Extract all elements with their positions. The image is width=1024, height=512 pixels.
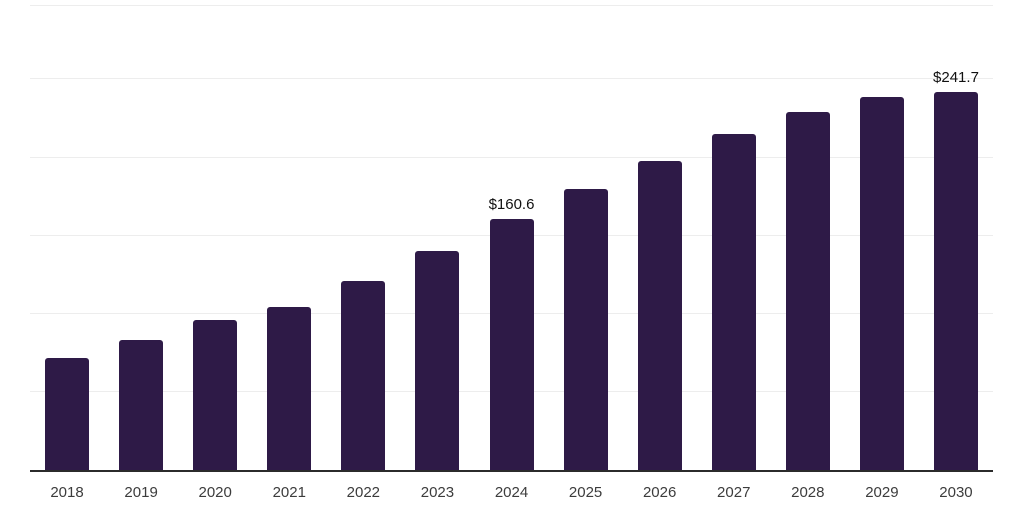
gridline-200: [30, 156, 993, 158]
x-tick-label-2029: 2029: [865, 484, 899, 501]
bar-2023: [415, 250, 460, 470]
x-tick-label-2022: 2022: [346, 484, 381, 501]
bar-slot-2029: [845, 6, 919, 470]
bar-slot-2027: [697, 6, 771, 470]
bar-2028: [785, 112, 830, 470]
bar-slot-2022: [326, 6, 400, 470]
bar-slot-2030: $241.7: [919, 6, 993, 470]
x-tick-label-2025: 2025: [568, 484, 603, 501]
bars-container: $160.6 $241.7: [30, 6, 993, 470]
x-tick-label-2018: 2018: [50, 484, 84, 501]
bar-2021: [267, 306, 312, 470]
bar-slot-2026: [623, 6, 697, 470]
bar-slot-2021: [252, 6, 326, 470]
x-tick-label-2027: 2027: [717, 484, 751, 501]
gridline-250: [30, 78, 993, 80]
bar-slot-2024: $160.6: [474, 6, 548, 470]
x-tick-label-2026: 2026: [642, 484, 677, 501]
x-tick-label-2024: 2024: [494, 484, 529, 501]
bar-2026: [637, 160, 682, 470]
x-tick-label-2019: 2019: [124, 484, 158, 501]
bar-slot-2019: [104, 6, 178, 470]
plot-area: $160.6 $241.7: [30, 5, 993, 472]
bar-2022: [341, 281, 386, 470]
bar-2024: [489, 219, 534, 470]
bar-slot-2025: [549, 6, 623, 470]
bar-2030: [933, 92, 978, 470]
bar-2019: [119, 340, 164, 470]
bar-2020: [193, 320, 238, 470]
bar-value-label-2030: $241.7: [933, 69, 979, 87]
x-tick-label-2021: 2021: [272, 484, 306, 501]
x-axis-tick-labels: 2018 2019 2020 2021 2022 2023 2024 2025 2026 2027…: [30, 484, 993, 502]
x-tick-label-2020: 2020: [198, 484, 232, 501]
bar-slot-2023: [400, 6, 474, 470]
x-tick-label-2030: 2030: [939, 484, 973, 501]
bar-2018: [45, 357, 90, 470]
bar-slot-2018: [30, 6, 104, 470]
bar-2027: [711, 133, 756, 470]
bar-slot-2028: [771, 6, 845, 470]
x-tick-label-2028: 2028: [791, 484, 825, 501]
bar-2029: [859, 97, 904, 470]
x-tick-label-2023: 2023: [420, 484, 455, 501]
bar-slot-2020: [178, 6, 252, 470]
bar-value-label-2024: $160.6: [488, 196, 535, 214]
bar-2025: [563, 189, 608, 470]
